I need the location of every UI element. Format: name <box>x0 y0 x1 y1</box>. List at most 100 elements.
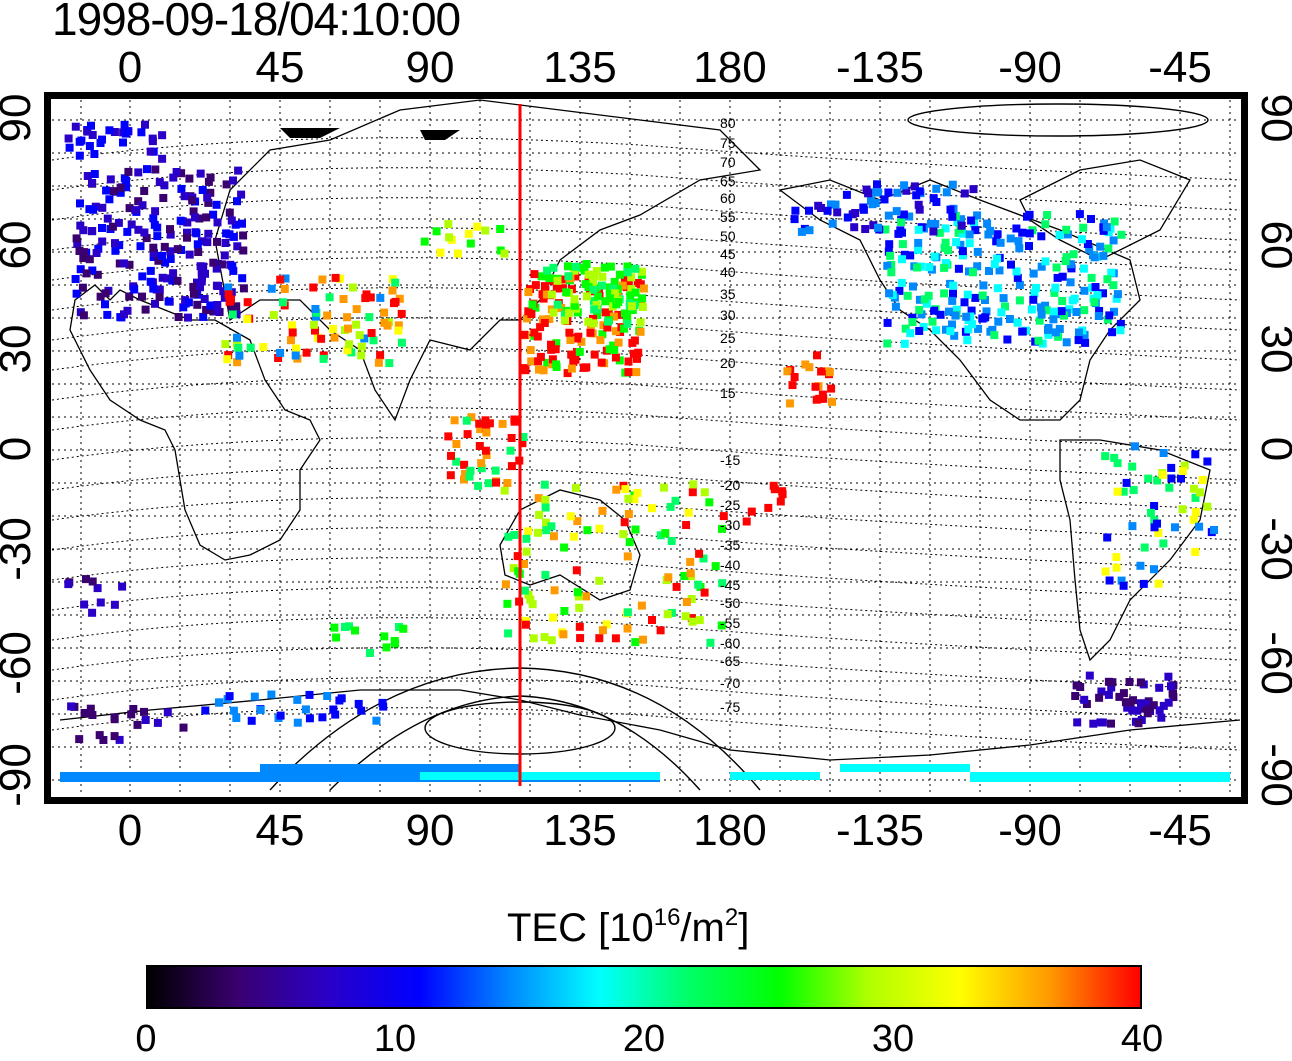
tec-cell <box>993 284 1002 293</box>
tec-cell <box>224 290 233 299</box>
tec-cell <box>197 277 206 286</box>
tec-cell <box>176 216 185 225</box>
tec-cell <box>1167 474 1176 483</box>
tec-cell <box>562 288 571 297</box>
tec-cell <box>552 339 561 348</box>
tec-cell <box>125 292 134 301</box>
tec-cell <box>992 237 1001 246</box>
tec-cell <box>276 275 285 284</box>
tec-cell <box>1112 553 1121 562</box>
tec-cell <box>541 570 550 579</box>
tec-cell <box>536 323 545 332</box>
tec-cell <box>1015 280 1024 289</box>
tec-cell <box>932 326 941 335</box>
tec-cell <box>590 350 599 359</box>
tec-cell <box>623 314 632 322</box>
tec-cell <box>193 300 202 309</box>
tick-label: -90 <box>1252 743 1292 807</box>
tec-cell <box>1072 308 1081 316</box>
tec-cell <box>681 612 690 621</box>
tec-cell <box>504 532 513 541</box>
tec-cell <box>166 230 175 239</box>
tec-cell <box>1025 229 1034 238</box>
tec-cell <box>1032 283 1040 292</box>
tec-cell <box>138 201 147 210</box>
tec-cell <box>149 243 158 252</box>
tec-cell <box>593 292 602 301</box>
tec-cell <box>345 340 354 349</box>
tec-cell <box>1153 476 1162 485</box>
tec-cell <box>880 195 889 204</box>
tec-cell <box>1003 335 1012 344</box>
tec-cell <box>631 264 640 273</box>
contour-label: 15 <box>720 385 736 401</box>
tec-cell <box>815 394 824 403</box>
tick-label: -30 <box>1252 517 1292 581</box>
tec-cell <box>577 263 586 272</box>
tec-cell <box>893 188 902 197</box>
tec-cell <box>1159 701 1168 710</box>
tec-cell <box>500 486 509 495</box>
tec-cell <box>560 607 569 615</box>
tec-cell <box>524 527 533 536</box>
tec-cell <box>1051 283 1060 292</box>
tec-cell <box>1062 225 1071 234</box>
tec-cell <box>910 182 919 191</box>
tec-cell <box>589 285 598 294</box>
tec-cell <box>1079 264 1088 273</box>
tec-cell <box>83 172 92 180</box>
tec-cell <box>330 623 339 632</box>
tec-cell <box>481 416 490 425</box>
tec-cell <box>397 309 406 318</box>
tec-cell <box>535 365 543 374</box>
tec-cell <box>163 274 171 283</box>
tec-cell <box>549 308 558 317</box>
tec-cell <box>1025 242 1033 250</box>
tec-cell <box>1029 269 1038 278</box>
tec-cell <box>432 227 441 236</box>
tec-cell <box>869 221 878 230</box>
tec-cell <box>623 262 632 271</box>
tec-cell <box>639 284 648 293</box>
tec-cell <box>881 225 890 234</box>
tec-cell <box>127 220 136 229</box>
tec-cell <box>885 289 894 298</box>
tec-cell <box>891 302 900 311</box>
tec-cell <box>360 334 369 343</box>
tec-cell <box>153 718 162 727</box>
tec-cell <box>1150 502 1159 510</box>
tec-cell <box>202 213 211 222</box>
tec-cell <box>1159 449 1168 457</box>
tec-cell <box>228 262 237 271</box>
tec-cell <box>1115 692 1124 701</box>
tec-cell <box>914 245 923 254</box>
tec-cell <box>1091 283 1100 291</box>
tec-cell <box>1103 533 1112 542</box>
tec-cell <box>1037 262 1046 271</box>
contour-label: 75 <box>720 135 736 151</box>
tec-cell <box>1051 328 1060 337</box>
tec-cell <box>88 608 97 617</box>
tec-cell <box>565 328 574 337</box>
tec-cell <box>545 274 554 283</box>
tec-cell <box>948 296 957 305</box>
tec-cell <box>769 481 778 490</box>
tec-cell <box>233 197 241 206</box>
tec-cell <box>999 294 1008 303</box>
tec-cell <box>372 716 381 725</box>
tec-cell <box>501 580 510 589</box>
tec-cell <box>966 312 975 321</box>
tec-cell <box>931 220 940 228</box>
tec-cell <box>560 543 569 552</box>
tec-cell <box>331 710 340 719</box>
tec-cell <box>318 713 327 722</box>
tec-cell <box>75 151 84 160</box>
tec-cell <box>560 310 569 319</box>
tec-cell <box>527 310 536 318</box>
tec-cell <box>1138 704 1147 713</box>
tec-cell <box>540 480 549 489</box>
contour-label: 55 <box>720 209 736 225</box>
coastline-greenland <box>1019 159 1191 261</box>
tec-cell <box>595 288 603 297</box>
tec-cell <box>659 483 668 492</box>
